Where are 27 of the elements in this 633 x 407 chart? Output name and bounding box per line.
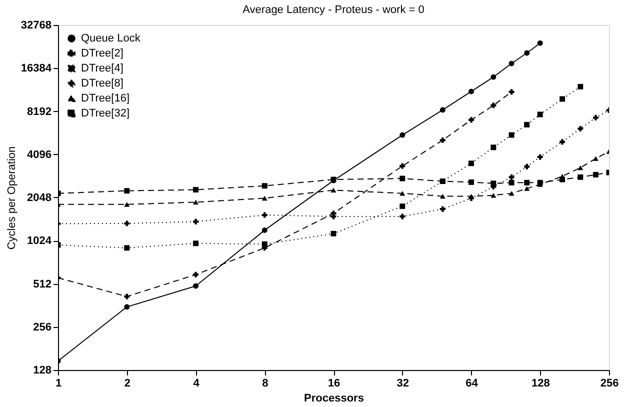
y-tick-label: 256 bbox=[33, 321, 52, 334]
y-tick-label: 128 bbox=[33, 364, 52, 376]
y-tick-label: 1024 bbox=[27, 235, 52, 248]
y-tick-label: 2048 bbox=[27, 192, 52, 204]
y-axis-title: Cycles per Operation bbox=[6, 146, 18, 250]
legend-label: DTree[4] bbox=[81, 62, 124, 74]
chart-title: Average Latency - Proteus - work = 0 bbox=[242, 4, 424, 16]
legend-label: DTree[8] bbox=[81, 78, 124, 90]
legend-label: DTree[16] bbox=[81, 92, 130, 104]
x-tick-label: 32 bbox=[396, 378, 409, 390]
y-tick-label: 512 bbox=[33, 278, 52, 290]
x-tick-label: 1 bbox=[55, 378, 62, 390]
y-tick-label: 4096 bbox=[27, 148, 52, 161]
legend-label: DTree[2] bbox=[81, 48, 124, 60]
x-tick-label: 16 bbox=[328, 378, 340, 390]
x-tick-label: 4 bbox=[193, 378, 200, 390]
x-tick-label: 128 bbox=[531, 378, 550, 390]
x-tick-label: 64 bbox=[466, 378, 479, 390]
x-axis-title: Processors bbox=[304, 392, 364, 404]
legend-label: Queue Lock bbox=[81, 32, 141, 44]
x-tick-label: 2 bbox=[124, 378, 130, 390]
y-tick-label: 32768 bbox=[20, 20, 52, 32]
legend-label: DTree[32] bbox=[81, 108, 130, 120]
x-tick-label: 8 bbox=[262, 378, 268, 390]
y-tick-label: 8192 bbox=[27, 106, 52, 118]
y-tick-label: 16384 bbox=[20, 62, 52, 75]
x-tick-label: 256 bbox=[600, 378, 619, 390]
